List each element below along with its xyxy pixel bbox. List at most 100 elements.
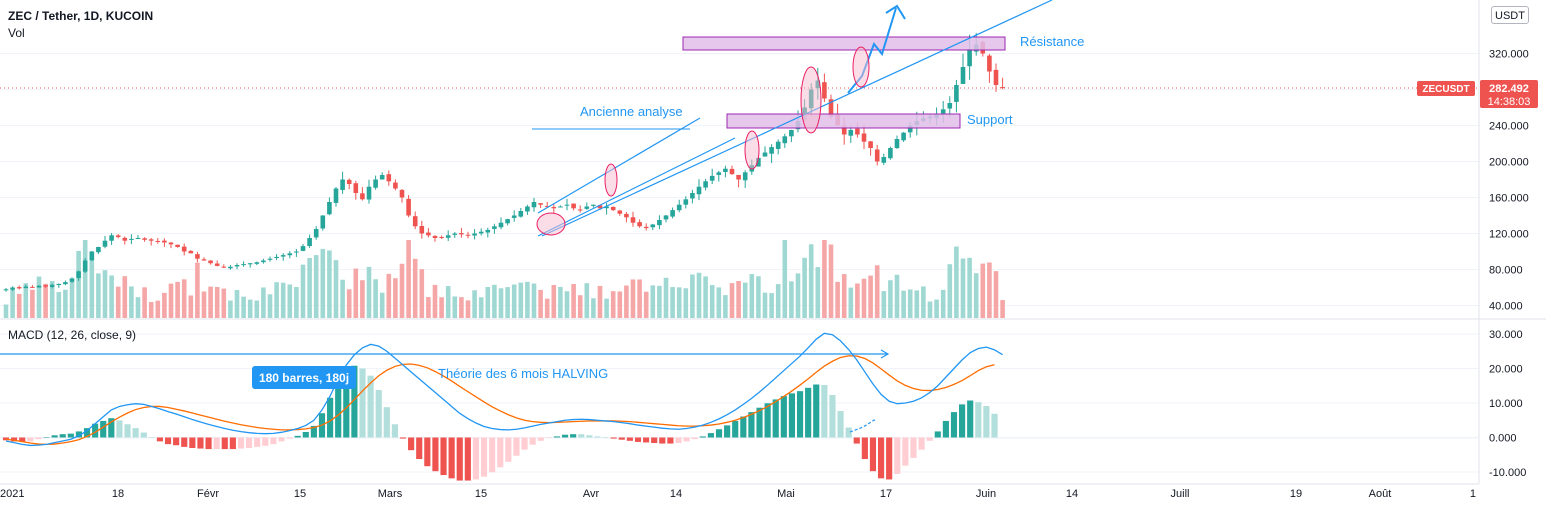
volume-bar [188,295,194,318]
histogram-bar [610,437,617,439]
candle-body [987,55,992,72]
volume-bar [775,284,781,318]
candle-body [459,233,464,235]
volume-bar [577,295,583,318]
volume-bar [313,255,319,318]
volume-bar [115,286,121,318]
candle-body [327,202,332,215]
histogram-bar [561,434,569,438]
currency-button[interactable]: USDT [1491,6,1529,24]
candle-body [115,235,121,238]
volume-bar [340,279,345,318]
volume-bar [729,283,735,318]
histogram-bar [805,387,812,438]
histogram-bar [724,425,731,438]
candle-body [729,168,735,175]
volume-bar [287,284,293,318]
histogram-bar [740,416,747,438]
volume-bar [102,270,108,318]
histogram-bar [197,437,204,449]
histogram-bar [472,437,480,480]
volume-bar [624,285,629,318]
candle-body [993,69,999,85]
volume-bar [650,285,656,318]
volume-bar [96,273,101,318]
macd-indicator-label[interactable]: MACD (12, 26, close, 9) [8,328,137,342]
histogram-bar [545,437,552,439]
candle-body [498,222,504,228]
histogram-bar [626,437,633,441]
volume-bar [175,281,180,318]
volume-bar [987,262,992,318]
price-tick-label: 80.000 [1489,265,1523,277]
old-analysis-label: Ancienne analyse [580,104,683,119]
volume-bar [168,283,174,318]
histogram-bar [270,437,277,445]
volume-bar [808,244,814,318]
time-tick-label: Mai [777,488,795,500]
candle-body [690,193,695,199]
histogram-bar [213,437,220,450]
volume-bar [485,286,491,318]
macd-tick-label: 10.000 [1489,398,1523,410]
price-tick-label: 320.000 [1489,49,1529,61]
volume-bar [208,286,213,318]
volume-bar [492,284,497,318]
histogram-bar [975,402,982,438]
volume-bar [69,278,75,318]
candle-body [478,231,484,234]
candle-body [492,226,497,229]
candle-body [828,99,834,117]
volume-bar [907,289,913,318]
histogram-bar [594,436,601,438]
candle-body [643,226,649,229]
histogram-bar [124,424,131,438]
histogram-bar [416,437,423,460]
histogram-bar [837,411,844,438]
volume-bar [43,283,48,318]
candle-body [366,186,372,200]
candle-body [175,244,180,247]
histogram-bar [140,432,147,438]
histogram-bar [302,431,309,438]
volume-bar [452,296,458,318]
histogram-bar [691,437,698,440]
volume-bar [82,240,88,318]
candle-body [287,253,293,256]
volume-bar [980,263,986,318]
volume-bar [465,300,471,318]
volume-bar [531,283,537,318]
candle-body [736,174,741,180]
candle-body [333,188,339,203]
channel-upper-line [537,117,701,214]
volume-bar [789,281,794,318]
volume-bar [459,297,464,318]
candle-body [122,237,128,241]
volume-bar [604,298,609,318]
histogram-bar [67,433,74,438]
time-tick-label: 14 [1066,488,1078,500]
volume-bar [142,287,147,318]
volume-bar [63,289,68,318]
candle-body [320,215,326,229]
candle-body [353,183,359,193]
histogram-bar [164,437,172,445]
candle-body [234,265,240,267]
candle-body [63,282,68,285]
candle-body [888,148,893,159]
volume-bar [10,289,15,318]
volume-bar [366,266,372,318]
volume-bar [683,288,689,318]
candle-body [102,240,108,247]
volume-bar [511,284,517,318]
histogram-bar [59,434,66,438]
histogram-bar [877,437,885,479]
candle-body [3,289,9,291]
time-tick-label: 2021 [0,488,24,500]
candle-body [168,242,174,245]
volume-bar [782,240,788,318]
candle-body [967,49,972,67]
candle-body [386,174,392,182]
price-tick-label: 200.000 [1489,157,1529,169]
